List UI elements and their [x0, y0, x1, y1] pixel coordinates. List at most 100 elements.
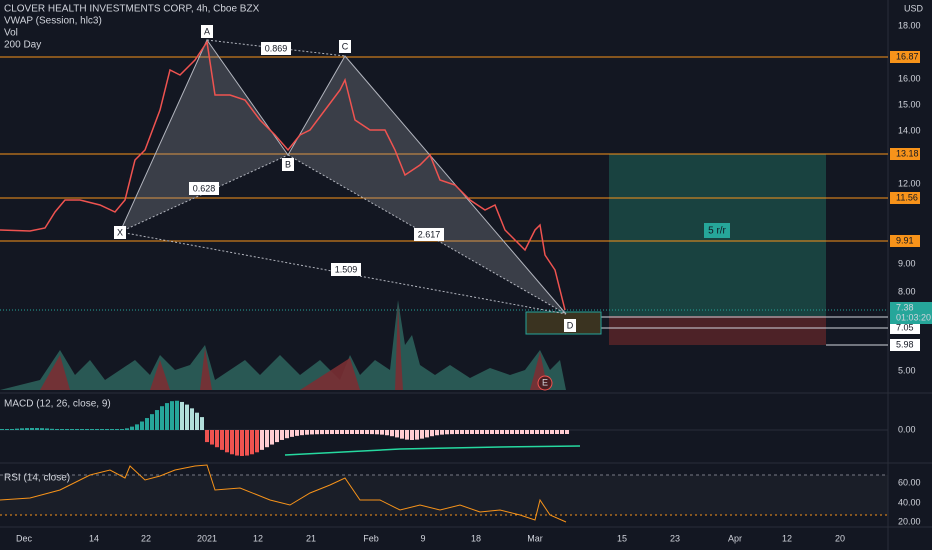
macd-bar [375, 430, 379, 435]
macd-bar [280, 430, 284, 440]
macd-bar [0, 429, 4, 430]
macd-bar [565, 430, 569, 434]
macd-bar [330, 430, 334, 435]
time-tick: 21 [306, 533, 316, 543]
ratio-label: 2.617 [418, 229, 441, 239]
macd-bar [100, 429, 104, 430]
macd-bar [90, 429, 94, 430]
time-tick: Feb [363, 533, 379, 543]
level-tag-box [890, 322, 920, 334]
ratio-box [414, 228, 444, 241]
macd-bar [465, 430, 469, 435]
macd-bar [185, 404, 189, 430]
level-tag: 9.91 [896, 235, 914, 245]
macd-bar [460, 430, 464, 435]
levels [0, 56, 888, 242]
time-tick: 12 [782, 533, 792, 543]
point-box [201, 25, 213, 38]
macd-bar [435, 430, 439, 436]
macd-bar [285, 430, 289, 439]
macd-axis: 0.00 [898, 424, 916, 434]
macd-bar [370, 430, 374, 435]
pattern-ratio-line [119, 231, 567, 315]
earnings-marker [537, 375, 553, 391]
rr-box [704, 223, 730, 238]
rsi-axis: 40.00 [898, 497, 921, 507]
macd-bar [300, 430, 304, 436]
macd-bar [515, 430, 519, 434]
macd-bar [210, 430, 214, 445]
macd-bar [200, 417, 204, 430]
indicator-label: VWAP (Session, hlc3) [4, 16, 102, 27]
macd-bar [25, 428, 29, 430]
time-tick: Dec [16, 533, 33, 543]
pattern-xab [120, 40, 288, 232]
price-tick: 9.00 [898, 258, 916, 268]
macd-bar [145, 418, 149, 430]
time-tick: 2021 [197, 533, 217, 543]
macd-histogram [0, 400, 569, 456]
time-tick: Apr [728, 533, 742, 543]
point-label: B [285, 159, 291, 169]
price-tick: 18.00 [898, 20, 921, 30]
time-tick: 22 [141, 533, 151, 543]
loss-zone [609, 316, 826, 345]
macd-bar [115, 429, 119, 430]
time-tick: 18 [471, 533, 481, 543]
volume [0, 300, 566, 390]
macd-bar [350, 430, 354, 435]
macd-bar [305, 430, 309, 435]
macd-bar [430, 430, 434, 437]
macd-bar [390, 430, 394, 437]
rr-label: 5 r/r [708, 226, 726, 237]
macd-bar [15, 428, 19, 430]
macd-bar [55, 429, 59, 430]
ratio-box [331, 263, 361, 276]
macd-bar [450, 430, 454, 435]
macd-bar [130, 426, 134, 430]
macd-bar [425, 430, 429, 438]
time-tick: 20 [835, 533, 845, 543]
macd-bar [365, 430, 369, 435]
macd-bar [180, 401, 184, 430]
macd-bar [455, 430, 459, 435]
macd-bar [310, 430, 314, 435]
macd-bar [315, 430, 319, 435]
macd-bar [270, 430, 274, 445]
level-tag-box [890, 339, 920, 351]
macd-bar [540, 430, 544, 434]
macd-title: MACD (12, 26, close, 9) [4, 399, 111, 410]
macd-bar [205, 430, 209, 443]
macd-bar [275, 430, 279, 443]
level-tag: 13.18 [896, 148, 919, 158]
macd-bar [445, 430, 449, 435]
macd-bar [215, 430, 219, 448]
macd-divergence [284, 445, 581, 456]
price-tick: 15.00 [898, 99, 921, 109]
macd-bar [140, 421, 144, 430]
ratio-box [261, 42, 291, 55]
macd-bar [250, 430, 254, 455]
macd-bar [35, 428, 39, 430]
macd-bar [325, 430, 329, 435]
macd-bar [360, 430, 364, 435]
macd-bar [80, 429, 84, 430]
time-tick: 14 [89, 533, 99, 543]
price-tick: 14.00 [898, 125, 921, 135]
level-tag-box [890, 192, 920, 204]
time-tick: 9 [420, 533, 425, 543]
pattern-points: X A B C D 0.869 0.628 2.617 1.509 [114, 25, 576, 332]
point-label: X [117, 227, 123, 237]
macd-bar [30, 428, 34, 430]
level-tag: 5.98 [896, 339, 914, 349]
price-tick: 12.00 [898, 178, 921, 188]
price-tick: 16.00 [898, 73, 921, 83]
macd-bar [110, 429, 114, 430]
macd-bar [220, 430, 224, 450]
macd-bar [255, 430, 259, 453]
macd-bar [420, 430, 424, 439]
macd-bar [470, 430, 474, 435]
macd-bar [170, 401, 174, 430]
ratio-box [189, 182, 219, 195]
macd-bar [20, 428, 24, 430]
